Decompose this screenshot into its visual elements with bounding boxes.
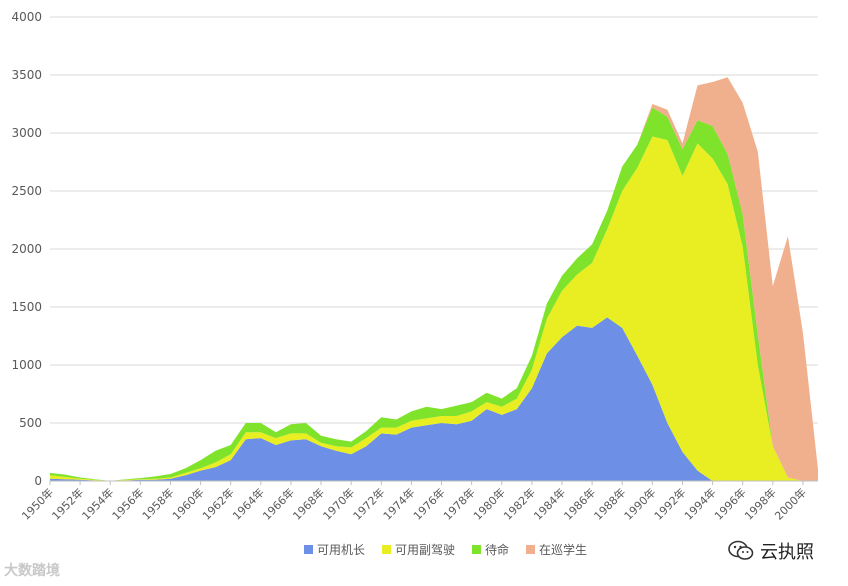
- y-axis-ticks: 0 500 1000 1500 2000 2500 3000 3500 4000: [11, 10, 42, 488]
- y-tick-label: 3500: [11, 68, 42, 82]
- x-tick-label: 2000年: [772, 485, 809, 522]
- legend-label: 可用机长: [317, 543, 365, 557]
- x-tick-label: 1972年: [350, 485, 387, 522]
- area-series: [50, 77, 818, 482]
- watermark-right-text: 云执照: [760, 542, 814, 563]
- x-tick-label: 1970年: [320, 485, 357, 522]
- y-tick-label: 4000: [11, 10, 42, 24]
- area-series-2: [50, 136, 818, 481]
- x-tick-label: 1950年: [19, 485, 56, 522]
- y-tick-label: 500: [19, 416, 42, 430]
- legend-item-4: 在巡学生: [526, 542, 587, 557]
- x-tick-label: 1998年: [741, 485, 778, 522]
- legend-item-3: 待命: [472, 542, 509, 557]
- x-tick-label: 1952年: [49, 485, 86, 522]
- watermark-left: 大数踏境: [4, 560, 60, 580]
- x-tick-label: 1980年: [470, 485, 507, 522]
- legend-label: 待命: [485, 542, 509, 557]
- x-tick-label: 1996年: [711, 485, 748, 522]
- x-tick-label: 1984年: [531, 485, 568, 522]
- area-series-1: [50, 317, 818, 481]
- x-tick-label: 1966年: [260, 485, 297, 522]
- y-tick-label: 3000: [11, 126, 42, 140]
- x-tick-label: 1958年: [139, 485, 176, 522]
- x-tick-label: 1954年: [79, 485, 116, 522]
- legend-item-2: 可用副驾驶: [382, 542, 455, 557]
- legend-swatch: [526, 545, 535, 554]
- legend-label: 在巡学生: [539, 542, 587, 557]
- y-tick-label: 0: [34, 474, 42, 488]
- x-tick-label: 1956年: [109, 485, 146, 522]
- legend: 可用机长 可用副驾驶 待命 在巡学生: [304, 542, 587, 557]
- x-tick-label: 1964年: [229, 485, 266, 522]
- x-tick-label: 1978年: [440, 485, 477, 522]
- x-tick-label: 1988年: [591, 485, 628, 522]
- y-tick-label: 1500: [11, 300, 42, 314]
- wechat-icon: [728, 540, 754, 560]
- x-tick-label: 1968年: [290, 485, 327, 522]
- x-tick-label: 1986年: [561, 485, 598, 522]
- watermark-left-text: 大数踏境: [4, 563, 60, 579]
- legend-item-1: 可用机长: [304, 543, 365, 557]
- x-tick-label: 1974年: [380, 485, 417, 522]
- x-tick-label: 1960年: [169, 485, 206, 522]
- x-tick-label: 1962年: [199, 485, 236, 522]
- y-tick-label: 2500: [11, 184, 42, 198]
- x-tick-label: 1976年: [410, 485, 447, 522]
- x-axis-ticks: 1950年1952年1954年1956年1958年1960年1962年1964年…: [19, 481, 809, 523]
- y-tick-label: 1000: [11, 358, 42, 372]
- legend-label: 可用副驾驶: [395, 542, 455, 557]
- x-tick-label: 1992年: [651, 485, 688, 522]
- x-tick-label: 1982年: [501, 485, 538, 522]
- gridlines: [50, 16, 818, 424]
- x-tick-label: 1990年: [621, 485, 658, 522]
- x-tick-label: 1994年: [681, 485, 718, 522]
- legend-swatch: [382, 545, 391, 554]
- legend-swatch: [472, 545, 481, 554]
- legend-swatch: [304, 545, 313, 554]
- y-tick-label: 2000: [11, 242, 42, 256]
- watermark-right: 云执照: [728, 538, 814, 564]
- area-series-4: [50, 77, 818, 482]
